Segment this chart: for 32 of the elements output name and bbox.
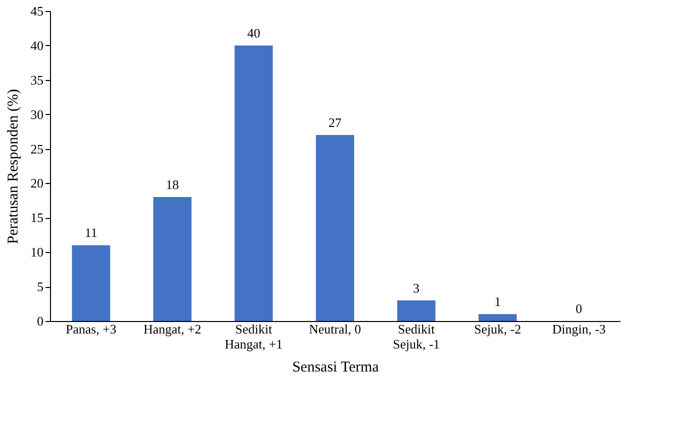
- data-label: 40: [247, 25, 260, 40]
- x-tick-label: Sejuk, -2: [474, 322, 522, 336]
- data-label: 18: [166, 177, 179, 192]
- bar: [316, 135, 354, 321]
- y-tick-label: 25: [30, 141, 44, 156]
- y-tick-label: 45: [30, 4, 44, 18]
- bar: [234, 45, 273, 321]
- x-tick-label: Neutral, 0: [309, 322, 361, 336]
- x-tick-label: Panas, +3: [66, 322, 116, 336]
- y-tick-label: 30: [30, 106, 44, 122]
- y-tick-label: 15: [30, 210, 44, 226]
- y-tick-label: 0: [37, 314, 44, 328]
- data-label: 3: [413, 280, 420, 296]
- y-tick-label: 40: [30, 38, 44, 53]
- y-tick-label: 5: [37, 279, 44, 294]
- data-label: 0: [576, 301, 582, 316]
- y-tick-label: 35: [30, 72, 44, 88]
- x-tick-label: Sedikit Sejuk, -1: [392, 322, 440, 352]
- x-tick-label: Hangat, +2: [143, 322, 202, 336]
- y-tick-label: 20: [30, 176, 44, 191]
- y-axis-title: Peratusan Responden (%): [6, 89, 22, 244]
- data-label: 27: [328, 115, 342, 130]
- bar: [72, 245, 110, 321]
- x-tick-label: Sedikit Hangat, +1: [224, 322, 283, 352]
- bar: [153, 197, 192, 321]
- bar: [478, 314, 517, 321]
- x-tick-label: Dingin, -3: [552, 322, 606, 336]
- data-label: 11: [84, 225, 98, 240]
- bar: [397, 300, 436, 321]
- y-tick-label: 10: [30, 244, 44, 260]
- data-label: 1: [494, 294, 501, 310]
- x-axis-title: Sensasi Terma: [292, 360, 380, 376]
